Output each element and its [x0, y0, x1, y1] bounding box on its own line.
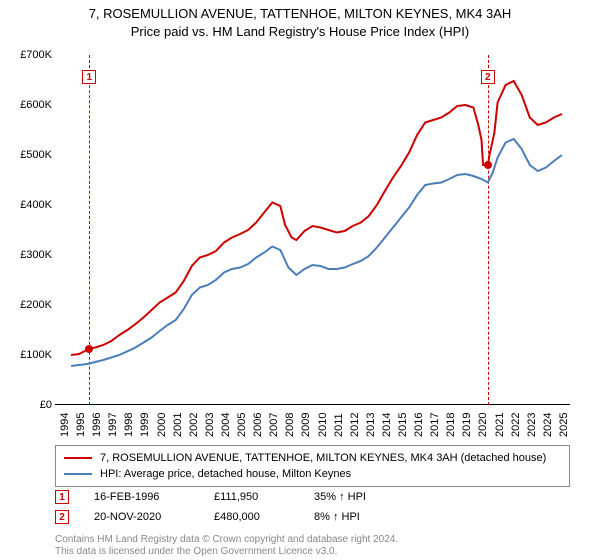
y-tick-label: £300K [0, 249, 52, 261]
series-property [71, 81, 562, 355]
x-tick-label: 2019 [461, 413, 473, 437]
transaction-price-2: £480,000 [214, 511, 314, 523]
x-tick-label: 2011 [333, 413, 345, 437]
x-tick-label: 2006 [252, 413, 264, 437]
x-tick-label: 2016 [413, 413, 425, 437]
legend-swatch-hpi [64, 473, 92, 475]
x-tick-label: 2013 [365, 413, 377, 437]
event-point-1 [85, 345, 93, 353]
x-tick-label: 2014 [381, 413, 393, 437]
legend: 7, ROSEMULLION AVENUE, TATTENHOE, MILTON… [55, 445, 570, 487]
x-tick-label: 1998 [123, 413, 135, 437]
y-tick-label: £700K [0, 49, 52, 61]
transaction-row-2: 2 20-NOV-2020 £480,000 8% ↑ HPI [55, 510, 570, 524]
x-tick-label: 2021 [494, 413, 506, 437]
y-tick-label: £200K [0, 299, 52, 311]
y-tick-label: £500K [0, 149, 52, 161]
legend-row-property: 7, ROSEMULLION AVENUE, TATTENHOE, MILTON… [64, 450, 561, 466]
legend-label-hpi: HPI: Average price, detached house, Milt… [100, 468, 351, 480]
x-tick-label: 2001 [172, 413, 184, 437]
transaction-row-1: 1 16-FEB-1996 £111,950 35% ↑ HPI [55, 490, 570, 504]
y-tick-label: £600K [0, 99, 52, 111]
transaction-date-1: 16-FEB-1996 [94, 491, 214, 503]
x-tick-label: 1995 [75, 413, 87, 437]
x-tick-label: 2007 [268, 413, 280, 437]
x-tick-label: 2025 [558, 413, 570, 437]
transaction-marker-1: 1 [55, 490, 69, 504]
x-tick-label: 2018 [445, 413, 457, 437]
series-hpi [71, 139, 562, 366]
footer-licence: This data is licensed under the Open Gov… [55, 546, 570, 557]
transaction-delta-1: 35% ↑ HPI [314, 491, 366, 503]
event-point-2 [484, 161, 492, 169]
x-tick-label: 1999 [139, 413, 151, 437]
title-subtitle: Price paid vs. HM Land Registry's House … [0, 24, 600, 39]
x-tick-label: 2000 [156, 413, 168, 437]
x-tick-label: 2003 [204, 413, 216, 437]
y-tick-label: £400K [0, 199, 52, 211]
x-tick-label: 2024 [542, 413, 554, 437]
event-marker-2: 2 [481, 70, 495, 84]
x-tick-label: 1996 [91, 413, 103, 437]
event-marker-1: 1 [82, 70, 96, 84]
x-tick-label: 2023 [526, 413, 538, 437]
legend-swatch-property [64, 457, 92, 459]
x-tick-label: 2020 [477, 413, 489, 437]
legend-row-hpi: HPI: Average price, detached house, Milt… [64, 466, 561, 482]
x-tick-label: 2002 [188, 413, 200, 437]
transaction-delta-2: 8% ↑ HPI [314, 511, 360, 523]
x-tick-label: 2015 [397, 413, 409, 437]
y-tick-label: £100K [0, 349, 52, 361]
y-tick-label: £0 [0, 399, 52, 411]
transaction-date-2: 20-NOV-2020 [94, 511, 214, 523]
chart-figure: 7, ROSEMULLION AVENUE, TATTENHOE, MILTON… [0, 0, 600, 560]
legend-label-property: 7, ROSEMULLION AVENUE, TATTENHOE, MILTON… [100, 452, 546, 464]
line-series-svg [55, 55, 570, 405]
x-tick-label: 2012 [349, 413, 361, 437]
x-tick-label: 2010 [317, 413, 329, 437]
plot-area: 12 [55, 55, 570, 405]
x-tick-label: 2005 [236, 413, 248, 437]
x-tick-label: 2022 [510, 413, 522, 437]
x-tick-label: 1997 [107, 413, 119, 437]
title-address: 7, ROSEMULLION AVENUE, TATTENHOE, MILTON… [0, 6, 600, 21]
x-tick-label: 1994 [59, 413, 71, 437]
x-tick-label: 2009 [300, 413, 312, 437]
transaction-marker-2: 2 [55, 510, 69, 524]
x-tick-label: 2017 [429, 413, 441, 437]
transaction-price-1: £111,950 [214, 491, 314, 503]
footer-copyright: Contains HM Land Registry data © Crown c… [55, 534, 570, 545]
x-tick-label: 2008 [284, 413, 296, 437]
x-tick-label: 2004 [220, 413, 232, 437]
